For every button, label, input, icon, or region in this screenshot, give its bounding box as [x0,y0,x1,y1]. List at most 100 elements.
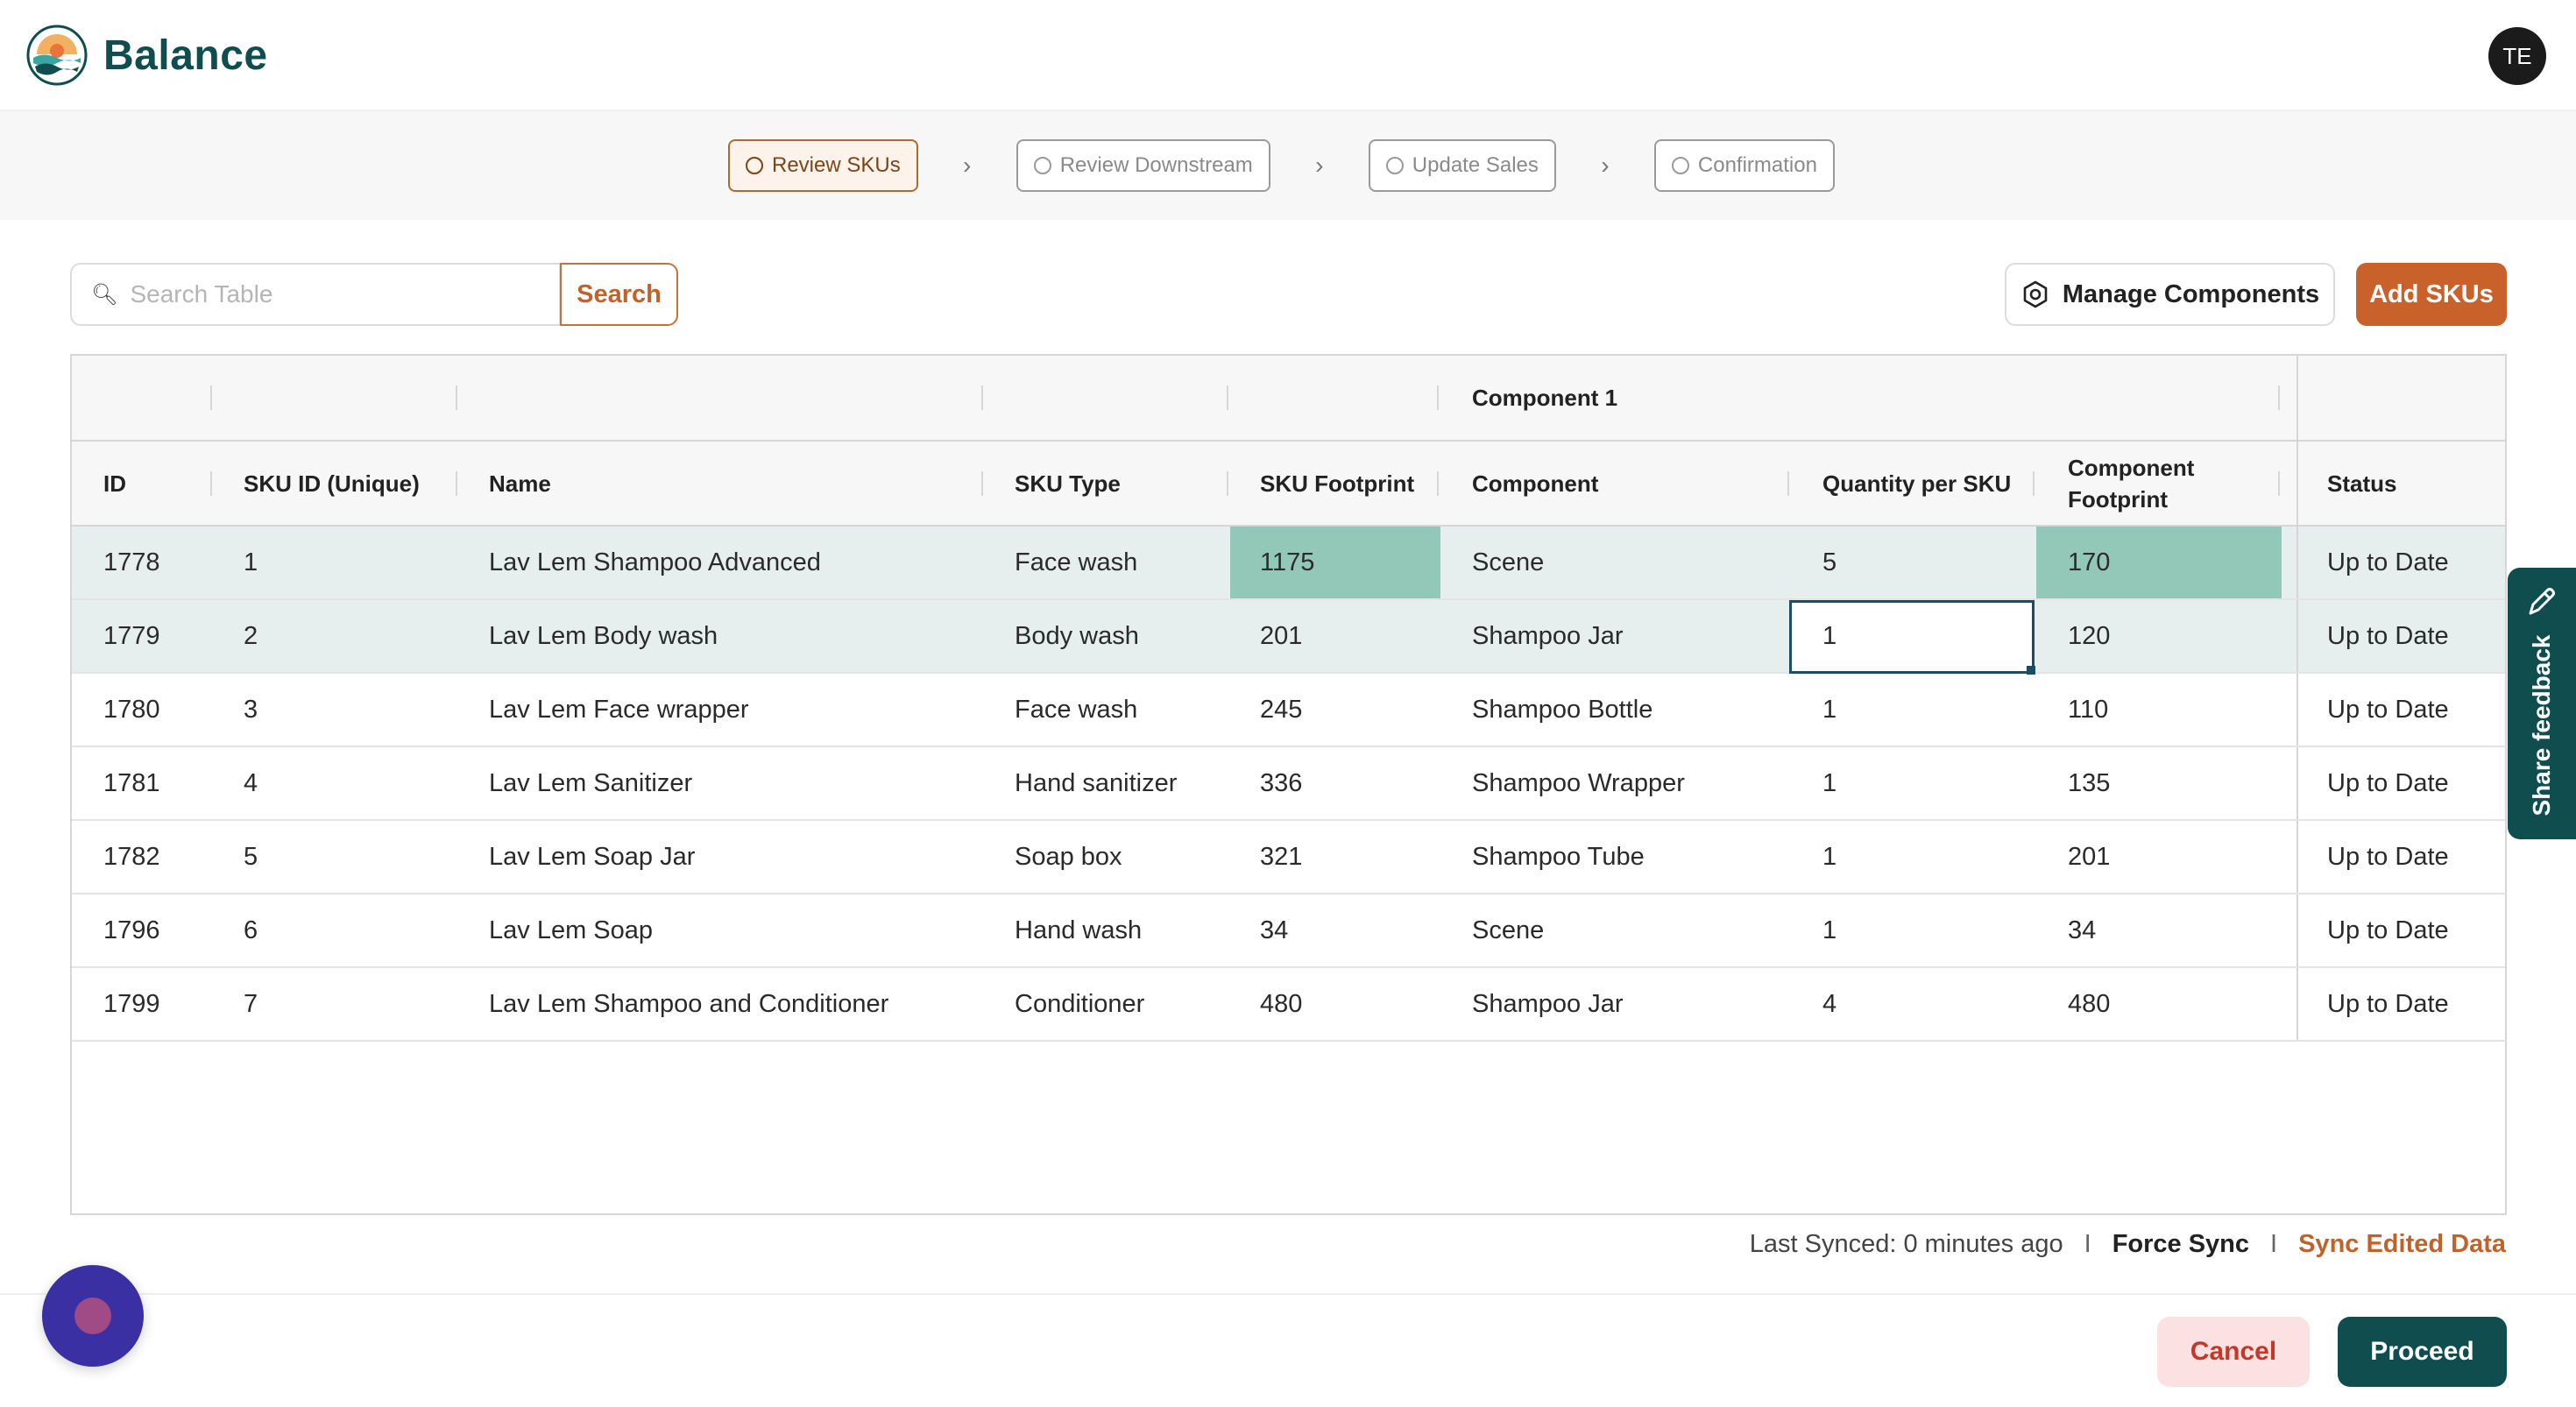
col-header-name[interactable]: Name [489,470,551,497]
cell-sku-footprint[interactable]: 34 [1260,916,1289,944]
manage-components-button[interactable]: Manage Components [2005,263,2335,326]
column-resizer[interactable] [2278,385,2280,410]
cell-quantity[interactable]: 1 [1822,842,1837,871]
cell-id[interactable]: 1781 [103,768,160,797]
cell-id[interactable]: 1779 [103,621,160,650]
cell-component-footprint[interactable]: 170 [2068,548,2111,576]
column-resizer[interactable] [210,385,212,410]
cell-sku-id[interactable]: 1 [244,548,258,576]
cell-component-footprint[interactable]: 135 [2068,768,2111,797]
step-review-downstream[interactable]: Review Downstream [1016,139,1270,192]
column-resizer[interactable] [981,470,983,496]
cell-quantity[interactable]: 1 [1822,768,1837,797]
column-resizer[interactable] [981,385,983,410]
search-button[interactable]: Search [560,263,678,326]
cell-component[interactable]: Shampoo Tube [1472,842,1645,871]
column-resizer[interactable] [1437,385,1439,410]
cell-name[interactable]: Lav Lem Body wash [489,621,718,650]
force-sync-link[interactable]: Force Sync [2112,1230,2250,1258]
table-row[interactable]: 1799 7 Lav Lem Shampoo and Conditioner C… [72,968,2505,1042]
cell-name[interactable]: Lav Lem Shampoo Advanced [489,548,821,576]
cell-id[interactable]: 1780 [103,695,160,724]
cell-sku-id[interactable]: 4 [244,768,258,797]
column-resizer[interactable] [456,385,457,410]
cell-sku-type[interactable]: Soap box [1015,842,1122,871]
step-review-skus[interactable]: Review SKUs [728,139,918,192]
cell-sku-type[interactable]: Face wash [1015,695,1138,724]
table-row[interactable]: 1781 4 Lav Lem Sanitizer Hand sanitizer … [72,747,2505,821]
search-field[interactable]: 🔍︎ [70,263,561,326]
cell-sku-type[interactable]: Hand sanitizer [1015,768,1178,797]
col-header-sku-type[interactable]: SKU Type [1015,470,1121,497]
table-row[interactable]: 1780 3 Lav Lem Face wrapper Face wash 24… [72,674,2505,747]
cell-component-footprint[interactable]: 34 [2068,916,2097,944]
column-resizer[interactable] [2033,470,2035,496]
col-header-component-footprint[interactable]: Component Footprint [2068,454,2195,513]
col-header-sku-footprint[interactable]: SKU Footprint [1260,470,1415,497]
step-update-sales[interactable]: Update Sales [1368,139,1556,192]
cell-quantity[interactable]: 5 [1822,548,1837,576]
table-row[interactable]: 1796 6 Lav Lem Soap Hand wash 34 Scene 1… [72,894,2505,968]
share-feedback-tab[interactable]: Share feedback [2508,568,2576,839]
cell-name[interactable]: Lav Lem Sanitizer [489,768,693,797]
proceed-button[interactable]: Proceed [2338,1317,2507,1387]
cell-id[interactable]: 1799 [103,989,160,1018]
column-resizer[interactable] [1227,385,1228,410]
cell-component[interactable]: Scene [1472,548,1545,576]
cell-id[interactable]: 1778 [103,548,160,576]
cell-id[interactable]: 1796 [103,916,160,944]
cell-id[interactable]: 1782 [103,842,160,871]
col-header-status[interactable]: Status [2327,470,2397,497]
cell-sku-id[interactable]: 2 [244,621,258,650]
cell-component-footprint[interactable]: 110 [2068,695,2109,724]
cell-quantity[interactable]: 1 [1822,621,1837,650]
cell-sku-id[interactable]: 6 [244,916,258,944]
cell-sku-footprint[interactable]: 201 [1260,621,1303,650]
col-header-id[interactable]: ID [103,470,126,497]
cell-name[interactable]: Lav Lem Face wrapper [489,695,749,724]
cell-sku-type[interactable]: Conditioner [1015,989,1145,1018]
cell-quantity[interactable]: 4 [1822,989,1837,1018]
column-resizer[interactable] [1787,470,1789,496]
cell-name[interactable]: Lav Lem Soap [489,916,654,944]
cell-component-footprint[interactable]: 201 [2068,842,2111,871]
cell-sku-footprint[interactable]: 321 [1260,842,1303,871]
chat-launcher-button[interactable] [42,1265,144,1367]
column-resizer[interactable] [2278,470,2280,496]
add-skus-button[interactable]: Add SKUs [2356,263,2507,326]
fill-handle[interactable] [2027,666,2035,675]
cell-sku-footprint[interactable]: 245 [1260,695,1303,724]
col-header-component[interactable]: Component [1472,470,1599,497]
column-resizer[interactable] [1227,470,1228,496]
col-header-quantity[interactable]: Quantity per SKU [1822,470,2012,497]
cell-sku-id[interactable]: 7 [244,989,258,1018]
col-header-sku-id[interactable]: SKU ID (Unique) [244,470,420,497]
table-row[interactable]: 1778 1 Lav Lem Shampoo Advanced Face was… [72,527,2505,600]
brand[interactable]: Balance [26,25,268,86]
cell-name[interactable]: Lav Lem Soap Jar [489,842,696,871]
cell-sku-footprint[interactable]: 480 [1260,989,1303,1018]
cell-sku-id[interactable]: 3 [244,695,258,724]
search-input[interactable] [130,280,551,308]
cell-component-footprint[interactable]: 480 [2068,989,2111,1018]
cell-component[interactable]: Shampoo Wrapper [1472,768,1685,797]
cell-sku-footprint[interactable]: 1175 [1260,548,1315,576]
cell-component[interactable]: Shampoo Jar [1472,621,1624,650]
column-resizer[interactable] [456,470,457,496]
table-row[interactable]: 1779 2 Lav Lem Body wash Body wash 201 S… [72,600,2505,675]
cell-sku-type[interactable]: Hand wash [1015,916,1143,944]
cell-name[interactable]: Lav Lem Shampoo and Conditioner [489,989,889,1018]
column-resizer[interactable] [1437,470,1439,496]
step-confirmation[interactable]: Confirmation [1653,139,1835,192]
cell-component-footprint[interactable]: 120 [2068,621,2111,650]
cell-sku-type[interactable]: Body wash [1015,621,1139,650]
table-row[interactable]: 1782 5 Lav Lem Soap Jar Soap box 321 Sha… [72,821,2505,894]
active-cell-outline[interactable] [1789,600,2035,675]
cell-quantity[interactable]: 1 [1822,695,1837,724]
column-resizer[interactable] [210,470,212,496]
cell-component[interactable]: Shampoo Jar [1472,989,1624,1018]
user-avatar[interactable]: TE [2488,27,2546,85]
cell-sku-id[interactable]: 5 [244,842,258,871]
cancel-button[interactable]: Cancel [2157,1317,2310,1387]
cell-quantity[interactable]: 1 [1822,916,1837,944]
